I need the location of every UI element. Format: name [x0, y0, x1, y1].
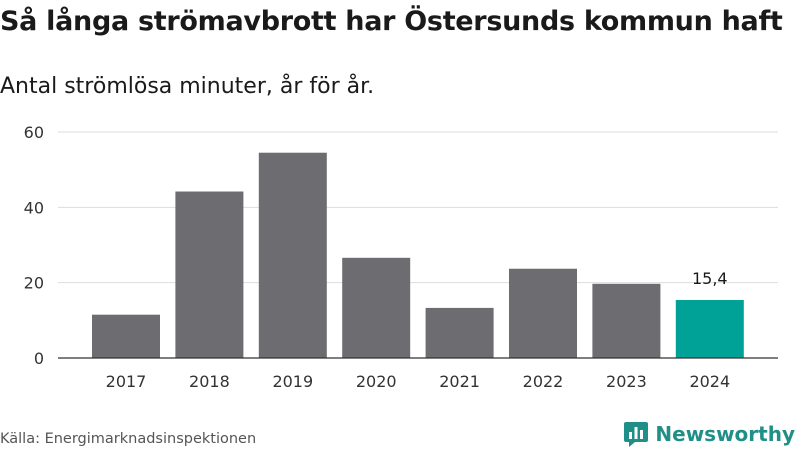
newsworthy-logo: Newsworthy — [623, 419, 795, 449]
bar-2023 — [592, 283, 661, 358]
bar-2017 — [92, 314, 160, 358]
x-tick-label: 2024 — [689, 372, 730, 391]
source-note: Källa: Energimarknadsinspektionen — [0, 431, 257, 447]
bar-chart-logo-icon — [624, 422, 649, 447]
brand-name: Newsworthy — [655, 422, 795, 446]
y-tick-label: 0 — [34, 349, 44, 368]
y-tick-label: 60 — [24, 123, 44, 142]
x-tick-label: 2017 — [106, 372, 147, 391]
data-label: 15,4 — [692, 269, 728, 288]
x-tick-label: 2022 — [523, 372, 564, 391]
x-tick-label: 2021 — [439, 372, 480, 391]
bar-2020 — [342, 257, 411, 358]
x-tick-label: 2019 — [272, 372, 313, 391]
bar-2021 — [425, 307, 494, 358]
grid-lines — [58, 131, 778, 284]
y-tick-label: 40 — [24, 198, 44, 217]
x-tick-label: 2020 — [356, 372, 397, 391]
x-tick-label: 2018 — [189, 372, 230, 391]
x-tick-label: 2023 — [606, 372, 647, 391]
x-axis-ticks: 2017 2018 2019 2020 2021 2022 2023 2024 — [58, 357, 778, 391]
y-axis-ticks: 0 20 40 60 — [24, 123, 44, 368]
chart-title: Så långa strömavbrott har Östersunds kom… — [0, 6, 783, 37]
y-tick-label: 20 — [24, 274, 44, 293]
bar-2019 — [258, 152, 327, 358]
bar-2018 — [175, 191, 244, 358]
chart-subtitle: Antal strömlösa minuter, år för år. — [0, 74, 375, 99]
data-labels: 15,4 — [692, 269, 728, 288]
bars — [92, 152, 744, 358]
bar-2024 — [675, 299, 744, 358]
bar-2022 — [509, 268, 577, 358]
